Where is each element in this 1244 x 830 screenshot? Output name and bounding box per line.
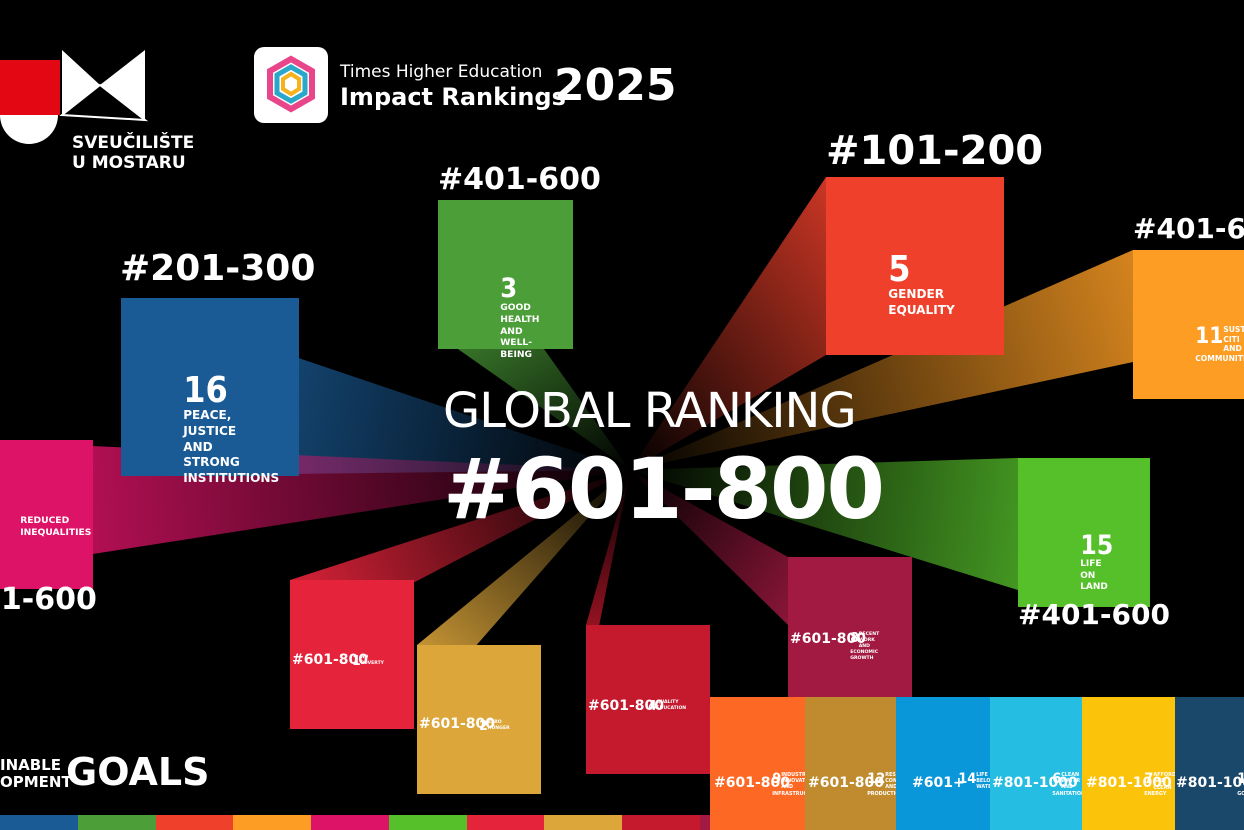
sdg-label: REDUCED INEQUALITIES — [20, 514, 92, 538]
sdg-tile: 8 DECENT WORK AND ECONOMIC GROWTH — [788, 557, 913, 707]
sdg-rank: #601-800 — [292, 652, 368, 668]
sdg-number: 1 — [352, 653, 361, 669]
sdg-tile: 16 PEACE, JUSTICE AND STRONG INSTITUTIONS — [121, 298, 299, 485]
beam — [121, 298, 630, 476]
sdg-tile: 4 QUALITY EDUCATION — [586, 625, 711, 775]
university-name: SVEUČILIŠTE U MOSTARU — [72, 133, 194, 173]
sdg-rank: #401-600 — [1018, 598, 1170, 631]
sdg-number: 17 — [1237, 770, 1244, 787]
sdg-number: 14 — [958, 770, 977, 787]
sdg-rank: #601+ — [912, 775, 965, 791]
sdg-number: 11 — [1195, 322, 1224, 349]
sdg-tile: 17PARTNERSHIPS FOR THE GOALS — [1175, 697, 1244, 830]
logo-line: U MOSTARU — [72, 153, 186, 173]
beam — [630, 250, 1244, 470]
sdg-number: 4 — [648, 698, 657, 714]
the-logo — [254, 47, 328, 123]
sdg-label: GENDER EQUALITY — [888, 287, 955, 317]
stripe-segment — [77, 815, 156, 830]
sdg-number: 2 — [479, 717, 488, 734]
stripe-segment — [311, 815, 389, 830]
sdg-number: 12 — [867, 770, 886, 787]
sdg-logo-word: GOALS — [66, 750, 210, 794]
sdg-rank: #401-60 — [1133, 212, 1244, 245]
sdg-number: 7 — [1144, 769, 1154, 787]
sdg-label: GOOD HEALTH AND WELL-BEING — [500, 301, 540, 361]
sdg-logo-line: INABLE — [0, 756, 61, 774]
sdg-rank: #101-200 — [826, 128, 1044, 174]
stripe-segment — [388, 815, 467, 830]
sdg-number: 15 — [1080, 529, 1114, 561]
sdg-tile: 11SUSTAINABLE CITI AND COMMUNITI — [1133, 250, 1244, 400]
sdg-rank: #601-800 — [790, 631, 866, 647]
sdg-tile: 5 GENDER EQUALITY — [826, 177, 1004, 355]
sdg-rank: #801-1000 — [1086, 775, 1172, 791]
stripe-segment — [544, 815, 622, 830]
sdg-number: 6 — [1052, 770, 1062, 787]
sdg-tile: 2 ZERO HUNGER — [417, 645, 542, 795]
sdg-tile: 1 NO POVERTY — [290, 580, 415, 730]
sdg-number: 5 — [888, 248, 911, 290]
header-title: Impact Rankings — [340, 83, 566, 111]
publisher: Times Higher Education — [340, 62, 543, 82]
sdg-number: 3 — [500, 272, 518, 304]
logo-line: SVEUČILIŠTE — [72, 133, 195, 153]
sdg-rank: #801-1000 — [1176, 775, 1244, 791]
sdg-tile: 15 LIFE ON LAND — [1018, 458, 1150, 608]
sdg-rank: 01-600 — [0, 582, 97, 617]
global-label: GLOBAL RANKING — [443, 383, 857, 439]
global-rank: #601-800 — [443, 440, 885, 538]
header-year: 2025 — [554, 60, 677, 111]
sdg-rank: #401-600 — [438, 162, 601, 197]
sdg-rank: #601-800 — [808, 775, 884, 791]
sdg-label: LIFE ON LAND — [1080, 559, 1108, 593]
sdg-rank: #801-1000 — [992, 775, 1078, 791]
stripe-segment — [0, 815, 78, 830]
stripe-segment — [233, 815, 311, 830]
sdg-logo-line: OPMENT — [0, 773, 72, 791]
sdg-number: 16 — [183, 369, 228, 411]
sdg-rank: #201-300 — [120, 248, 316, 289]
sdg-number: 8 — [850, 629, 859, 646]
sdg-rank: #601-800 — [714, 775, 790, 791]
sdg-tile: REDUCED INEQUALITIES — [0, 440, 93, 590]
sdg-number: 9 — [772, 770, 782, 787]
sdg-label: PEACE, JUSTICE AND STRONG INSTITUTIONS — [183, 408, 280, 486]
stripe-segment — [155, 815, 234, 830]
stripe-segment — [466, 815, 545, 830]
sdg-rank: #601-800 — [588, 698, 664, 714]
sdg-rank: #601-800 — [419, 716, 495, 732]
university-logo-mark — [0, 50, 149, 144]
sdg-logo-text: INABLE OPMENT — [0, 757, 72, 791]
stripe-segment — [622, 815, 700, 830]
